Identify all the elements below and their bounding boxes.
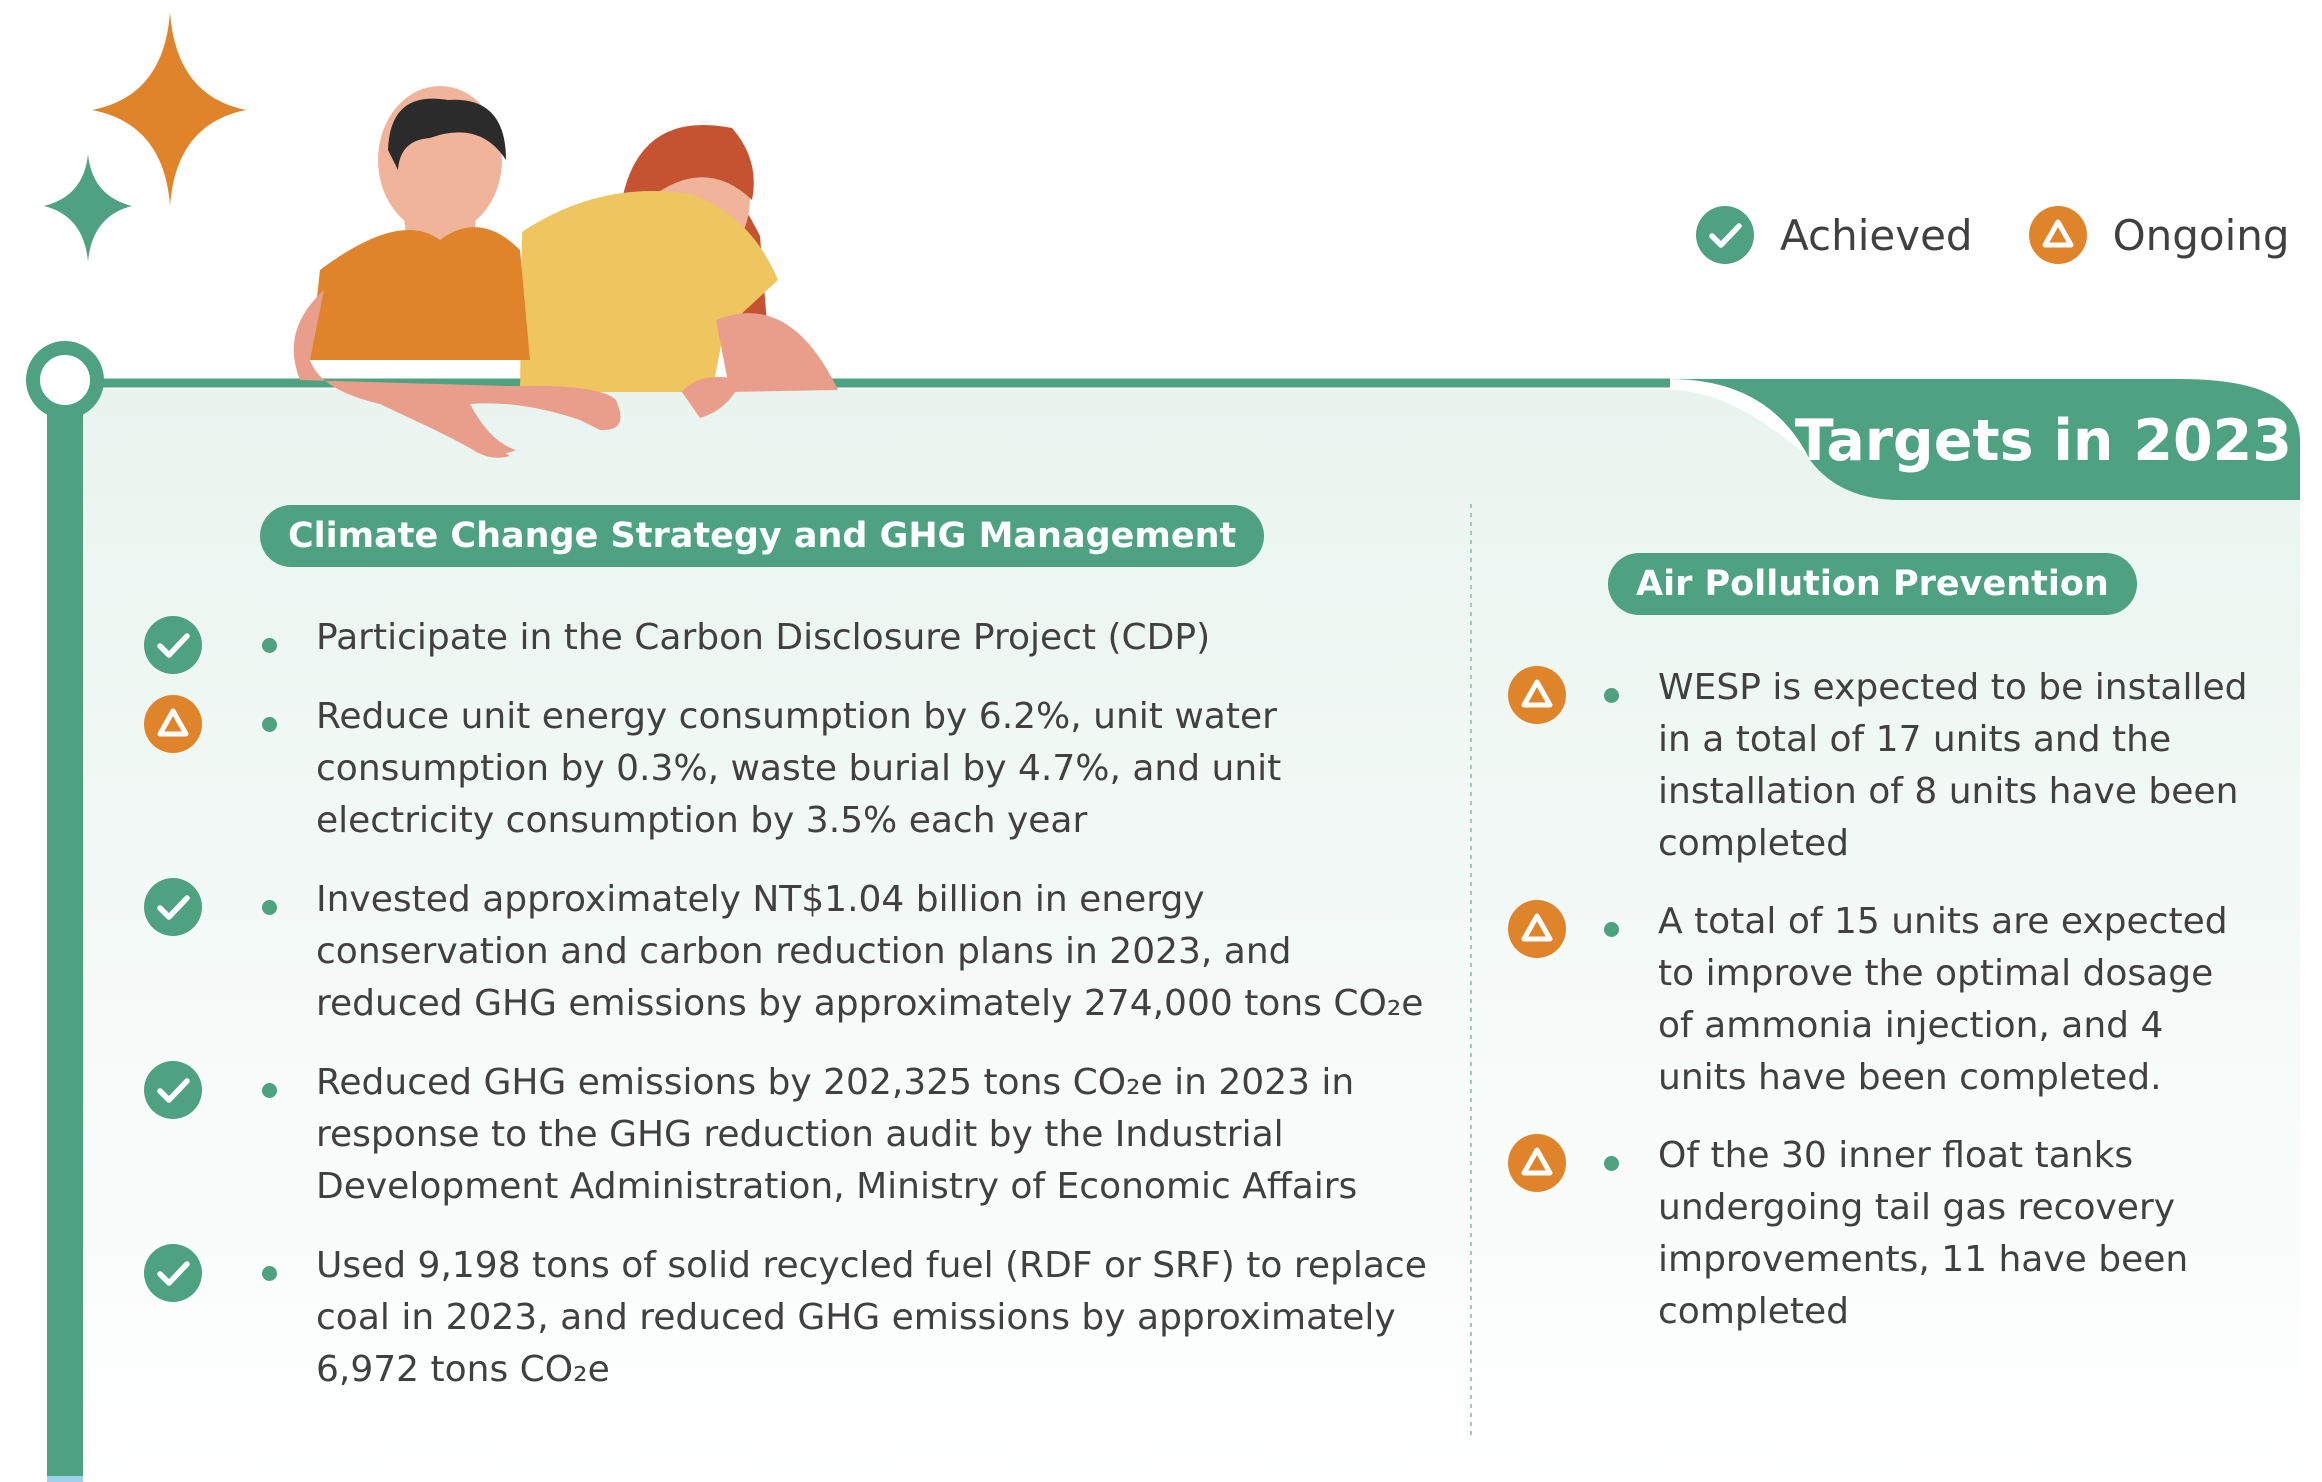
orange-sparkle-icon xyxy=(92,12,246,206)
target-text: Of the 30 inner float tanks undergoing t… xyxy=(1658,1135,2189,1332)
target-item: Invested approximately NT$1.04 billion i… xyxy=(144,874,1444,1057)
triangle-icon xyxy=(144,695,202,753)
bullet-dot xyxy=(1604,688,1619,703)
target-text: Reduce unit energy consumption by 6.2%, … xyxy=(316,696,1282,841)
check-icon xyxy=(144,1061,202,1119)
timeline-rail xyxy=(26,341,104,1482)
check-icon xyxy=(1696,206,1754,264)
target-item: WESP is expected to be installed in a to… xyxy=(1508,662,2248,896)
triangle-icon xyxy=(2028,206,2087,264)
climate-section-heading: Climate Change Strategy and GHG Manageme… xyxy=(260,505,1265,567)
target-item: Used 9,198 tons of solid recycled fuel (… xyxy=(144,1240,1444,1423)
target-text: Used 9,198 tons of solid recycled fuel (… xyxy=(316,1245,1427,1390)
legend-achieved: Achieved xyxy=(1696,206,1973,264)
target-item: A total of 15 units are expected to impr… xyxy=(1508,896,2248,1130)
target-item: Reduced GHG emissions by 202,325 tons CO… xyxy=(144,1057,1444,1240)
legend-achieved-label: Achieved xyxy=(1780,210,1973,260)
bullet-dot xyxy=(262,717,277,732)
bullet-dot xyxy=(262,1083,277,1098)
target-text: WESP is expected to be installed in a to… xyxy=(1658,667,2248,864)
title-banner xyxy=(1670,379,2300,500)
target-text: Reduced GHG emissions by 202,325 tons CO… xyxy=(316,1062,1358,1207)
climate-target-list: Participate in the Carbon Disclosure Pro… xyxy=(144,612,1444,1423)
check-icon xyxy=(144,1244,202,1302)
target-item: Reduce unit energy consumption by 6.2%, … xyxy=(144,691,1444,874)
bullet-dot xyxy=(1604,1156,1619,1171)
bullet-dot xyxy=(262,638,277,653)
triangle-icon xyxy=(1508,666,1566,724)
legend: Achieved Ongoing xyxy=(1696,206,2290,264)
target-text: A total of 15 units are expected to impr… xyxy=(1658,901,2228,1098)
legend-ongoing: Ongoing xyxy=(2028,206,2290,264)
bullet-dot xyxy=(262,1266,277,1281)
target-text: Invested approximately NT$1.04 billion i… xyxy=(316,879,1424,1024)
bullet-dot xyxy=(1604,922,1619,937)
triangle-icon xyxy=(1508,1134,1566,1192)
air-target-list: WESP is expected to be installed in a to… xyxy=(1508,662,2248,1364)
triangle-icon xyxy=(1508,900,1566,958)
check-icon xyxy=(144,878,202,936)
check-icon xyxy=(144,616,202,674)
green-sparkle-icon xyxy=(44,154,132,262)
bullet-dot xyxy=(262,900,277,915)
page-title: Targets in 2023 xyxy=(1794,408,2292,474)
air-section-heading: Air Pollution Prevention xyxy=(1608,553,2137,615)
people-illustration xyxy=(293,86,838,458)
legend-ongoing-label: Ongoing xyxy=(2112,210,2290,260)
target-text: Participate in the Carbon Disclosure Pro… xyxy=(316,617,1211,658)
target-item: Of the 30 inner float tanks undergoing t… xyxy=(1508,1130,2248,1364)
target-item: Participate in the Carbon Disclosure Pro… xyxy=(144,612,1444,691)
